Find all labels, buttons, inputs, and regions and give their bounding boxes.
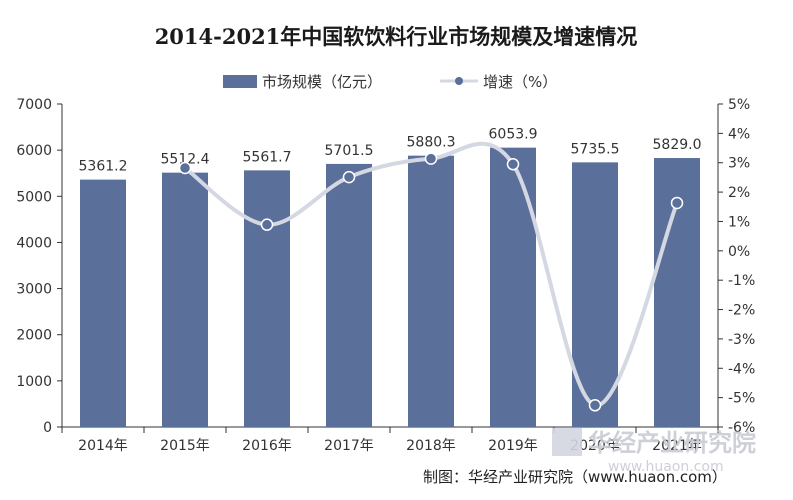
bar <box>326 163 372 427</box>
x-tick-label: 2019年 <box>488 438 538 454</box>
growth-point <box>670 196 684 210</box>
y-left-tick-label: 2000 <box>16 328 52 344</box>
watermark: 华经产业研究院 www.huaon.com <box>552 428 756 475</box>
y-right-tick-label: 4% <box>728 126 750 142</box>
y-right-tick-label: -2% <box>728 303 755 319</box>
y-right-tick-label: -4% <box>728 361 755 377</box>
x-tick-label: 2018年 <box>406 438 456 454</box>
y-right-tick-label: -6% <box>728 420 755 436</box>
y-right-tick-label: 2% <box>728 185 750 201</box>
y-right-tick-label: 0% <box>728 244 750 260</box>
bar <box>162 172 208 427</box>
y-right-tick-label: -3% <box>728 332 755 348</box>
y-right-tick-label: -5% <box>728 391 755 407</box>
y-left-tick-label: 4000 <box>16 235 52 251</box>
bar <box>572 162 618 427</box>
growth-point <box>588 399 602 412</box>
growth-point <box>342 170 356 184</box>
y-left-tick-label: 1000 <box>16 374 52 390</box>
watermark-url: www.huaon.com <box>608 459 724 475</box>
x-tick-label: 2014年 <box>78 438 128 454</box>
legend-bar-label: 市场规模（亿元） <box>262 73 382 91</box>
source-note: 制图：华经产业研究院（www.huaon.com） <box>423 468 727 486</box>
x-tick-label: 2021年 <box>652 438 702 454</box>
bar <box>244 170 290 428</box>
legend-bar-swatch <box>223 75 257 88</box>
growth-point <box>424 152 438 165</box>
bar <box>490 147 536 427</box>
legend-line-marker <box>455 77 463 85</box>
x-tick-label: 2015年 <box>160 438 210 454</box>
legend-line-label: 增速（%） <box>483 73 557 91</box>
bar <box>80 179 126 427</box>
y-left-tick-label: 5000 <box>16 189 52 205</box>
growth-point <box>178 161 192 175</box>
bar-data-label: 5735.5 <box>571 141 620 157</box>
bar-data-label: 5701.5 <box>325 143 374 159</box>
bar-data-label: 5561.7 <box>243 149 292 165</box>
y-left-tick-label: 6000 <box>16 143 52 159</box>
y-left-tick-label: 3000 <box>16 282 52 298</box>
y-left-tick-label: 0 <box>43 420 52 436</box>
bar-data-labels: 5361.2 5512.4 5561.7 5701.5 5880.3 6053.9 5735… <box>79 127 702 175</box>
bar-data-label: 5829.0 <box>653 137 702 153</box>
growth-point <box>260 218 274 231</box>
bar-data-label: 6053.9 <box>489 127 538 143</box>
y-right-tick-label: 1% <box>728 214 750 230</box>
chart-title: 2014-2021年中国软饮料行业市场规模及增速情况 <box>155 24 638 49</box>
bar-data-label: 5512.4 <box>161 152 210 168</box>
bar <box>408 155 454 428</box>
y-right-tick-label: 3% <box>728 156 750 172</box>
axes: 0 1000 2000 3000 4000 5000 6000 7000 -6% -5% -4% -3… <box>16 97 755 454</box>
x-tick-label: 2016年 <box>242 438 292 454</box>
y-left-tick-label: 7000 <box>16 97 52 113</box>
watermark-logo <box>552 428 582 456</box>
growth-point <box>506 157 520 171</box>
y-right-tick-label: -1% <box>728 273 755 289</box>
watermark-name: 华经产业研究院 <box>588 429 756 457</box>
x-tick-label: 2020年 <box>570 438 620 454</box>
legend: 市场规模（亿元） 增速（%） <box>223 73 557 91</box>
growth-line-layer <box>178 141 684 412</box>
x-tick-label: 2017年 <box>324 438 374 454</box>
bars <box>80 147 700 428</box>
bar-data-label: 5361.2 <box>79 159 128 175</box>
bar-data-label: 5880.3 <box>407 135 456 151</box>
y-right-tick-label: 5% <box>728 97 750 113</box>
